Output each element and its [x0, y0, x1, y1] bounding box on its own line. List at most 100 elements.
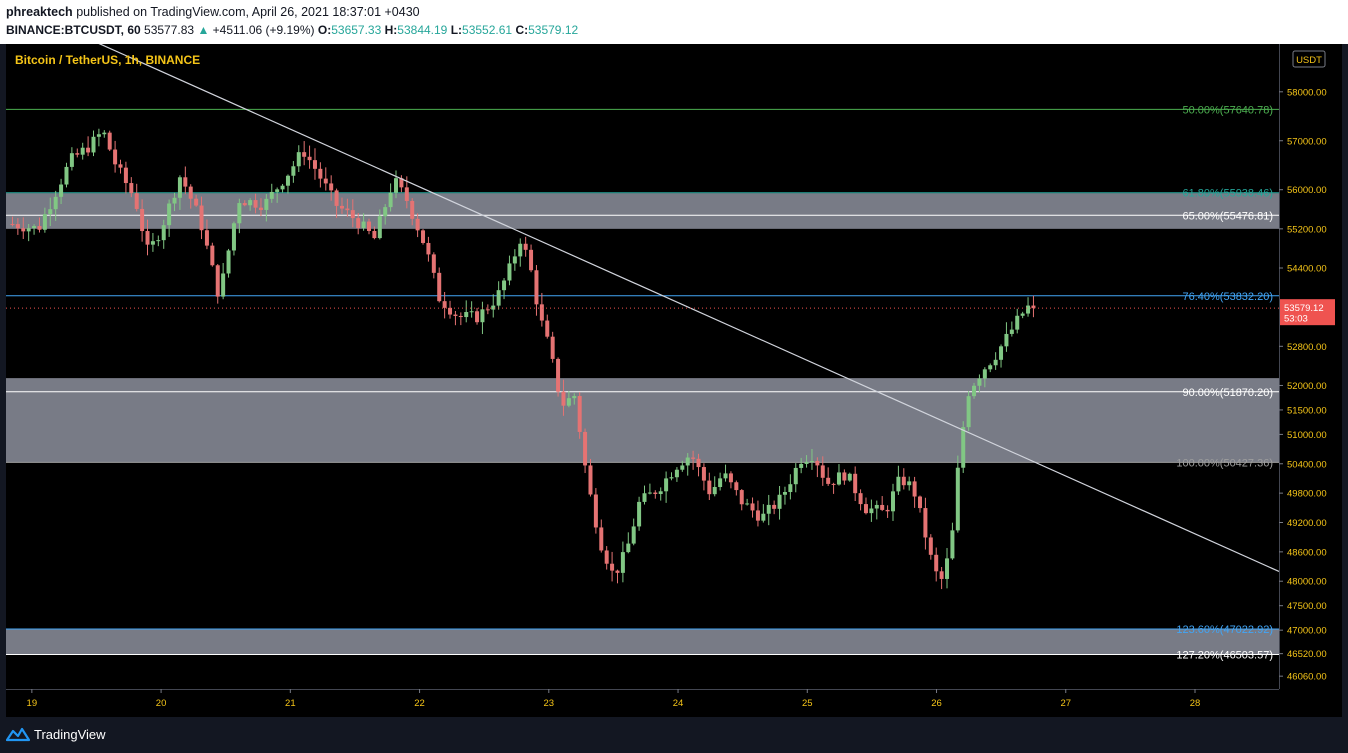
publish-info: phreaktech published on TradingView.com,…	[6, 5, 420, 19]
candle-body	[588, 465, 593, 495]
candle-body	[86, 147, 91, 153]
candle-body	[356, 218, 361, 229]
y-tick-label: 52000.00	[1287, 381, 1327, 392]
candle-body	[134, 193, 139, 209]
candle-body	[302, 152, 307, 157]
candle-body	[1020, 313, 1025, 316]
fib-label-5: 100.00%(50427.36)	[1176, 457, 1273, 469]
candle-body	[334, 190, 339, 206]
candle-body	[745, 503, 750, 505]
candle-body	[880, 504, 885, 510]
candle-body	[75, 153, 80, 155]
y-tick-label: 50400.00	[1287, 459, 1327, 470]
candle-body	[150, 241, 155, 245]
candle-body	[91, 136, 96, 153]
author-name[interactable]: phreaktech	[6, 5, 73, 19]
candle-body	[183, 177, 188, 187]
candle-body	[831, 483, 836, 485]
candle-body	[96, 134, 101, 137]
candle-body	[415, 218, 420, 231]
candle-body	[258, 207, 263, 210]
candle-body	[599, 527, 604, 551]
candle-body	[350, 210, 355, 219]
candle-body	[242, 203, 247, 206]
candle-body	[696, 458, 701, 468]
candle-body	[772, 504, 777, 509]
candle-body	[226, 250, 231, 274]
y-tick-label: 57000.00	[1287, 136, 1327, 147]
candle-body	[377, 216, 382, 239]
candle-body	[15, 224, 20, 229]
candle-body	[928, 537, 933, 555]
candle-body	[1026, 305, 1031, 314]
candle-body	[647, 492, 652, 494]
y-tick-label: 51000.00	[1287, 430, 1327, 441]
x-tick-label: 23	[544, 698, 555, 709]
candle-body	[907, 481, 912, 486]
candle-body	[988, 365, 993, 370]
time-axis[interactable]	[6, 689, 1342, 717]
candle-body	[107, 132, 112, 150]
candle-body	[156, 240, 161, 242]
candle-body	[604, 550, 609, 564]
y-tick-label: 52800.00	[1287, 342, 1327, 353]
candle-body	[847, 473, 852, 481]
candle-body	[750, 503, 755, 511]
trend-line[interactable]	[32, 44, 1280, 572]
candle-body	[421, 230, 426, 243]
candle-body	[291, 166, 296, 176]
candle-body	[912, 481, 917, 497]
y-tick-label: 47500.00	[1287, 601, 1327, 612]
candle-body	[577, 396, 582, 432]
candle-body	[296, 152, 301, 167]
fib-label-6: 123.60%(47022.92)	[1176, 624, 1273, 636]
candle-body	[518, 243, 523, 257]
x-tick-label: 20	[156, 698, 167, 709]
candle-body	[312, 160, 317, 169]
fib-label-4: 90.00%(51870.20)	[1182, 387, 1273, 399]
candle-body	[977, 378, 982, 386]
candle-body	[372, 230, 377, 239]
candle-body	[691, 457, 696, 459]
candle-body	[826, 477, 831, 484]
tradingview-logo[interactable]: TradingView	[6, 726, 106, 742]
candle-body	[237, 203, 242, 224]
candle-body	[739, 490, 744, 505]
candle-body	[345, 208, 350, 211]
candle-body	[945, 558, 950, 579]
y-tick-label: 54400.00	[1287, 264, 1327, 275]
candle-body	[782, 492, 787, 495]
x-tick-label: 25	[802, 698, 813, 709]
candle-body	[80, 147, 85, 155]
y-tick-label: 56000.00	[1287, 185, 1327, 196]
candle-body	[113, 149, 118, 165]
candle-body	[869, 508, 874, 514]
candle-body	[804, 461, 809, 464]
candle-body	[318, 168, 323, 179]
candle-body	[858, 493, 863, 505]
candle-body	[383, 207, 388, 217]
price-chart[interactable]: 50.00%(57640.78) 61.80%(55938.46) 65.00%(5…	[6, 44, 1342, 717]
candle-body	[723, 473, 728, 479]
chart-pane[interactable]: 50.00%(57640.78) 61.80%(55938.46) 65.00%(5…	[6, 44, 1342, 717]
currency-badge[interactable]	[1292, 50, 1326, 68]
candle-body	[642, 493, 647, 502]
candle-body	[140, 208, 145, 232]
candle-body	[437, 272, 442, 302]
candle-body	[388, 192, 393, 208]
candle-body	[69, 153, 74, 167]
low-label: L:	[450, 23, 463, 37]
candle-body	[799, 463, 804, 468]
low-value: 53552.61	[462, 23, 513, 37]
price-axis[interactable]	[1279, 44, 1342, 717]
chart-legend: Bitcoin / TetherUS, 1h, BINANCE	[15, 53, 201, 67]
candle-body	[399, 178, 404, 188]
candle-body	[118, 164, 123, 168]
candle-body	[172, 197, 177, 204]
candle-body	[161, 225, 166, 241]
candle-body	[442, 301, 447, 308]
y-tick-label: 48000.00	[1287, 577, 1327, 588]
candle-body	[26, 228, 31, 232]
x-tick-label: 26	[931, 698, 942, 709]
candle-body	[820, 465, 825, 478]
